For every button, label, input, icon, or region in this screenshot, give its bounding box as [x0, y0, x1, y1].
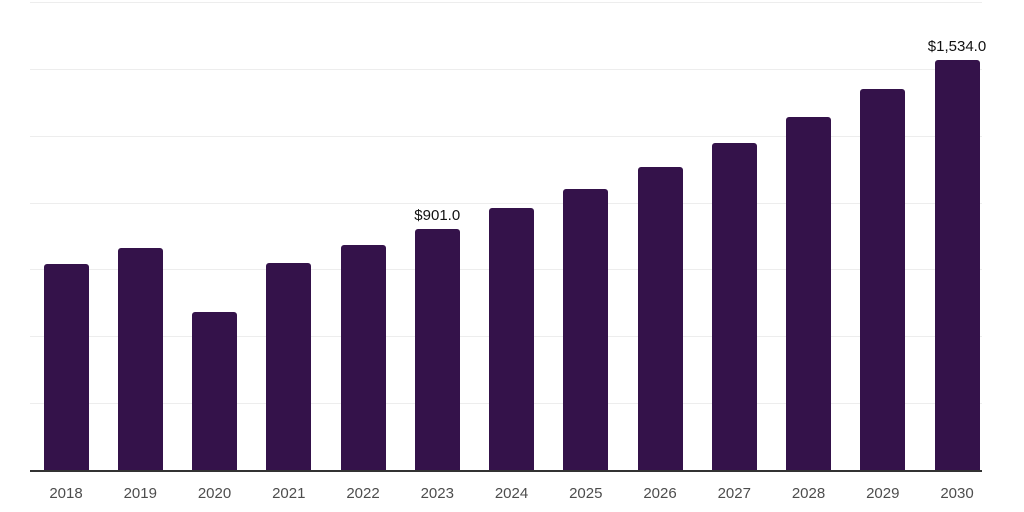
- bar-2023: [414, 229, 460, 470]
- bar-2024: [489, 208, 534, 470]
- bar-2020: [192, 311, 237, 470]
- x-tick-2030: 2030: [940, 485, 974, 502]
- x-tick-2024: 2024: [494, 485, 529, 502]
- x-tick-2026: 2026: [643, 485, 677, 502]
- data-label-2023: $901.0: [414, 207, 461, 225]
- x-tick-2027: 2027: [717, 485, 751, 502]
- x-tick-2028: 2028: [791, 485, 826, 502]
- bar-2018: [43, 264, 89, 470]
- bar-2028: [786, 117, 831, 470]
- bar-2029: [860, 89, 906, 470]
- bar-2025: [563, 189, 609, 470]
- x-tick-2023: 2023: [420, 485, 454, 502]
- bar-2019: [117, 248, 163, 470]
- x-tick-2025: 2025: [569, 485, 603, 502]
- plot-area: $901.0 $1,534.0: [30, 2, 986, 472]
- gridline-1750: [30, 2, 982, 3]
- x-tick-2029: 2029: [866, 485, 900, 502]
- x-tick-2020: 2020: [197, 485, 232, 502]
- gridline-1000: [30, 202, 982, 204]
- x-tick-2022: 2022: [346, 485, 380, 502]
- bar-2026: [637, 167, 683, 470]
- gridline-1250: [30, 135, 982, 137]
- bar-2022: [340, 245, 386, 470]
- bar-2027: [711, 143, 757, 470]
- data-label-2030: $1,534.0: [927, 37, 987, 55]
- x-tick-2019: 2019: [123, 485, 157, 502]
- gridline-1500: [30, 68, 982, 70]
- bar-2030: [934, 59, 980, 470]
- x-tick-2021: 2021: [272, 485, 306, 502]
- bar-2021: [266, 263, 312, 470]
- x-tick-2018: 2018: [49, 485, 83, 502]
- x-axis-line: [30, 470, 982, 472]
